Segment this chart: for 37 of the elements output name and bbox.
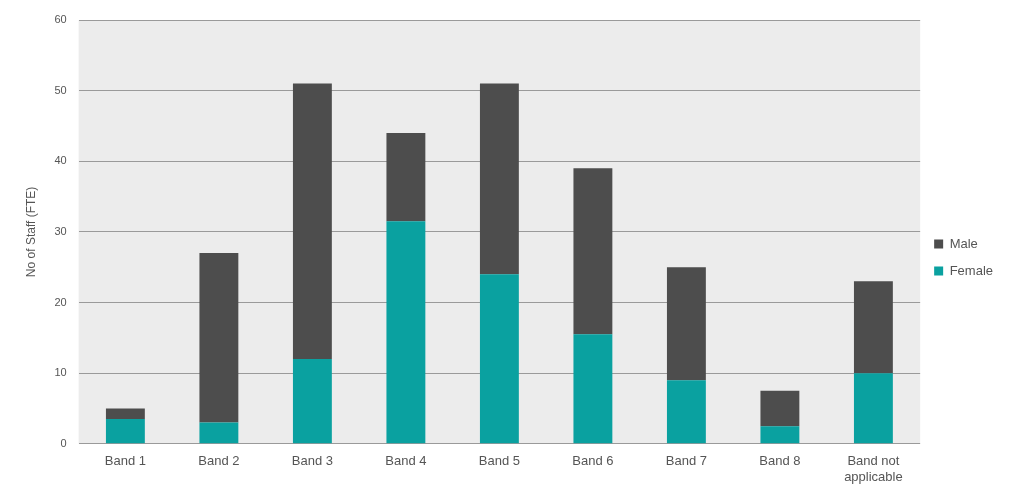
bar (666, 380, 706, 444)
bar (199, 422, 239, 444)
bar (666, 267, 706, 381)
x-tick-label: Band 4 (385, 453, 427, 469)
y-tick-label: 10 (54, 366, 67, 379)
bar (573, 168, 613, 335)
y-axis-title: No of Staff (FTE) (23, 186, 38, 278)
bar (105, 408, 145, 420)
x-tick-label: Band 3 (291, 453, 333, 469)
bar (479, 83, 519, 275)
legend-label: Female (949, 262, 994, 278)
bar (760, 390, 800, 427)
bar (292, 83, 332, 360)
bar (479, 274, 519, 444)
bar (853, 281, 893, 374)
x-tick-label: Band 8 (759, 453, 801, 469)
x-tick-label: Band not applicable (844, 453, 903, 484)
x-tick-label: Band 1 (104, 453, 146, 469)
bar (292, 359, 332, 444)
y-tick-label: 60 (54, 13, 67, 26)
bar (386, 133, 426, 222)
y-tick-label: 50 (54, 83, 67, 96)
y-tick-label: 20 (54, 295, 67, 308)
x-tick-label: Band 2 (198, 453, 240, 469)
x-tick-label: Band 6 (572, 453, 614, 469)
bar (386, 221, 426, 444)
y-tick-label: 30 (54, 224, 67, 237)
x-tick-label: Band 5 (478, 453, 520, 469)
bar (760, 426, 800, 444)
x-tick-label: Band 7 (665, 453, 707, 469)
y-tick-label: 40 (54, 154, 67, 167)
bar (105, 419, 145, 444)
bar (573, 334, 613, 444)
bar (199, 253, 239, 423)
legend-label: Male (949, 235, 978, 251)
y-tick-label: 0 (60, 436, 67, 449)
bar (853, 373, 893, 444)
